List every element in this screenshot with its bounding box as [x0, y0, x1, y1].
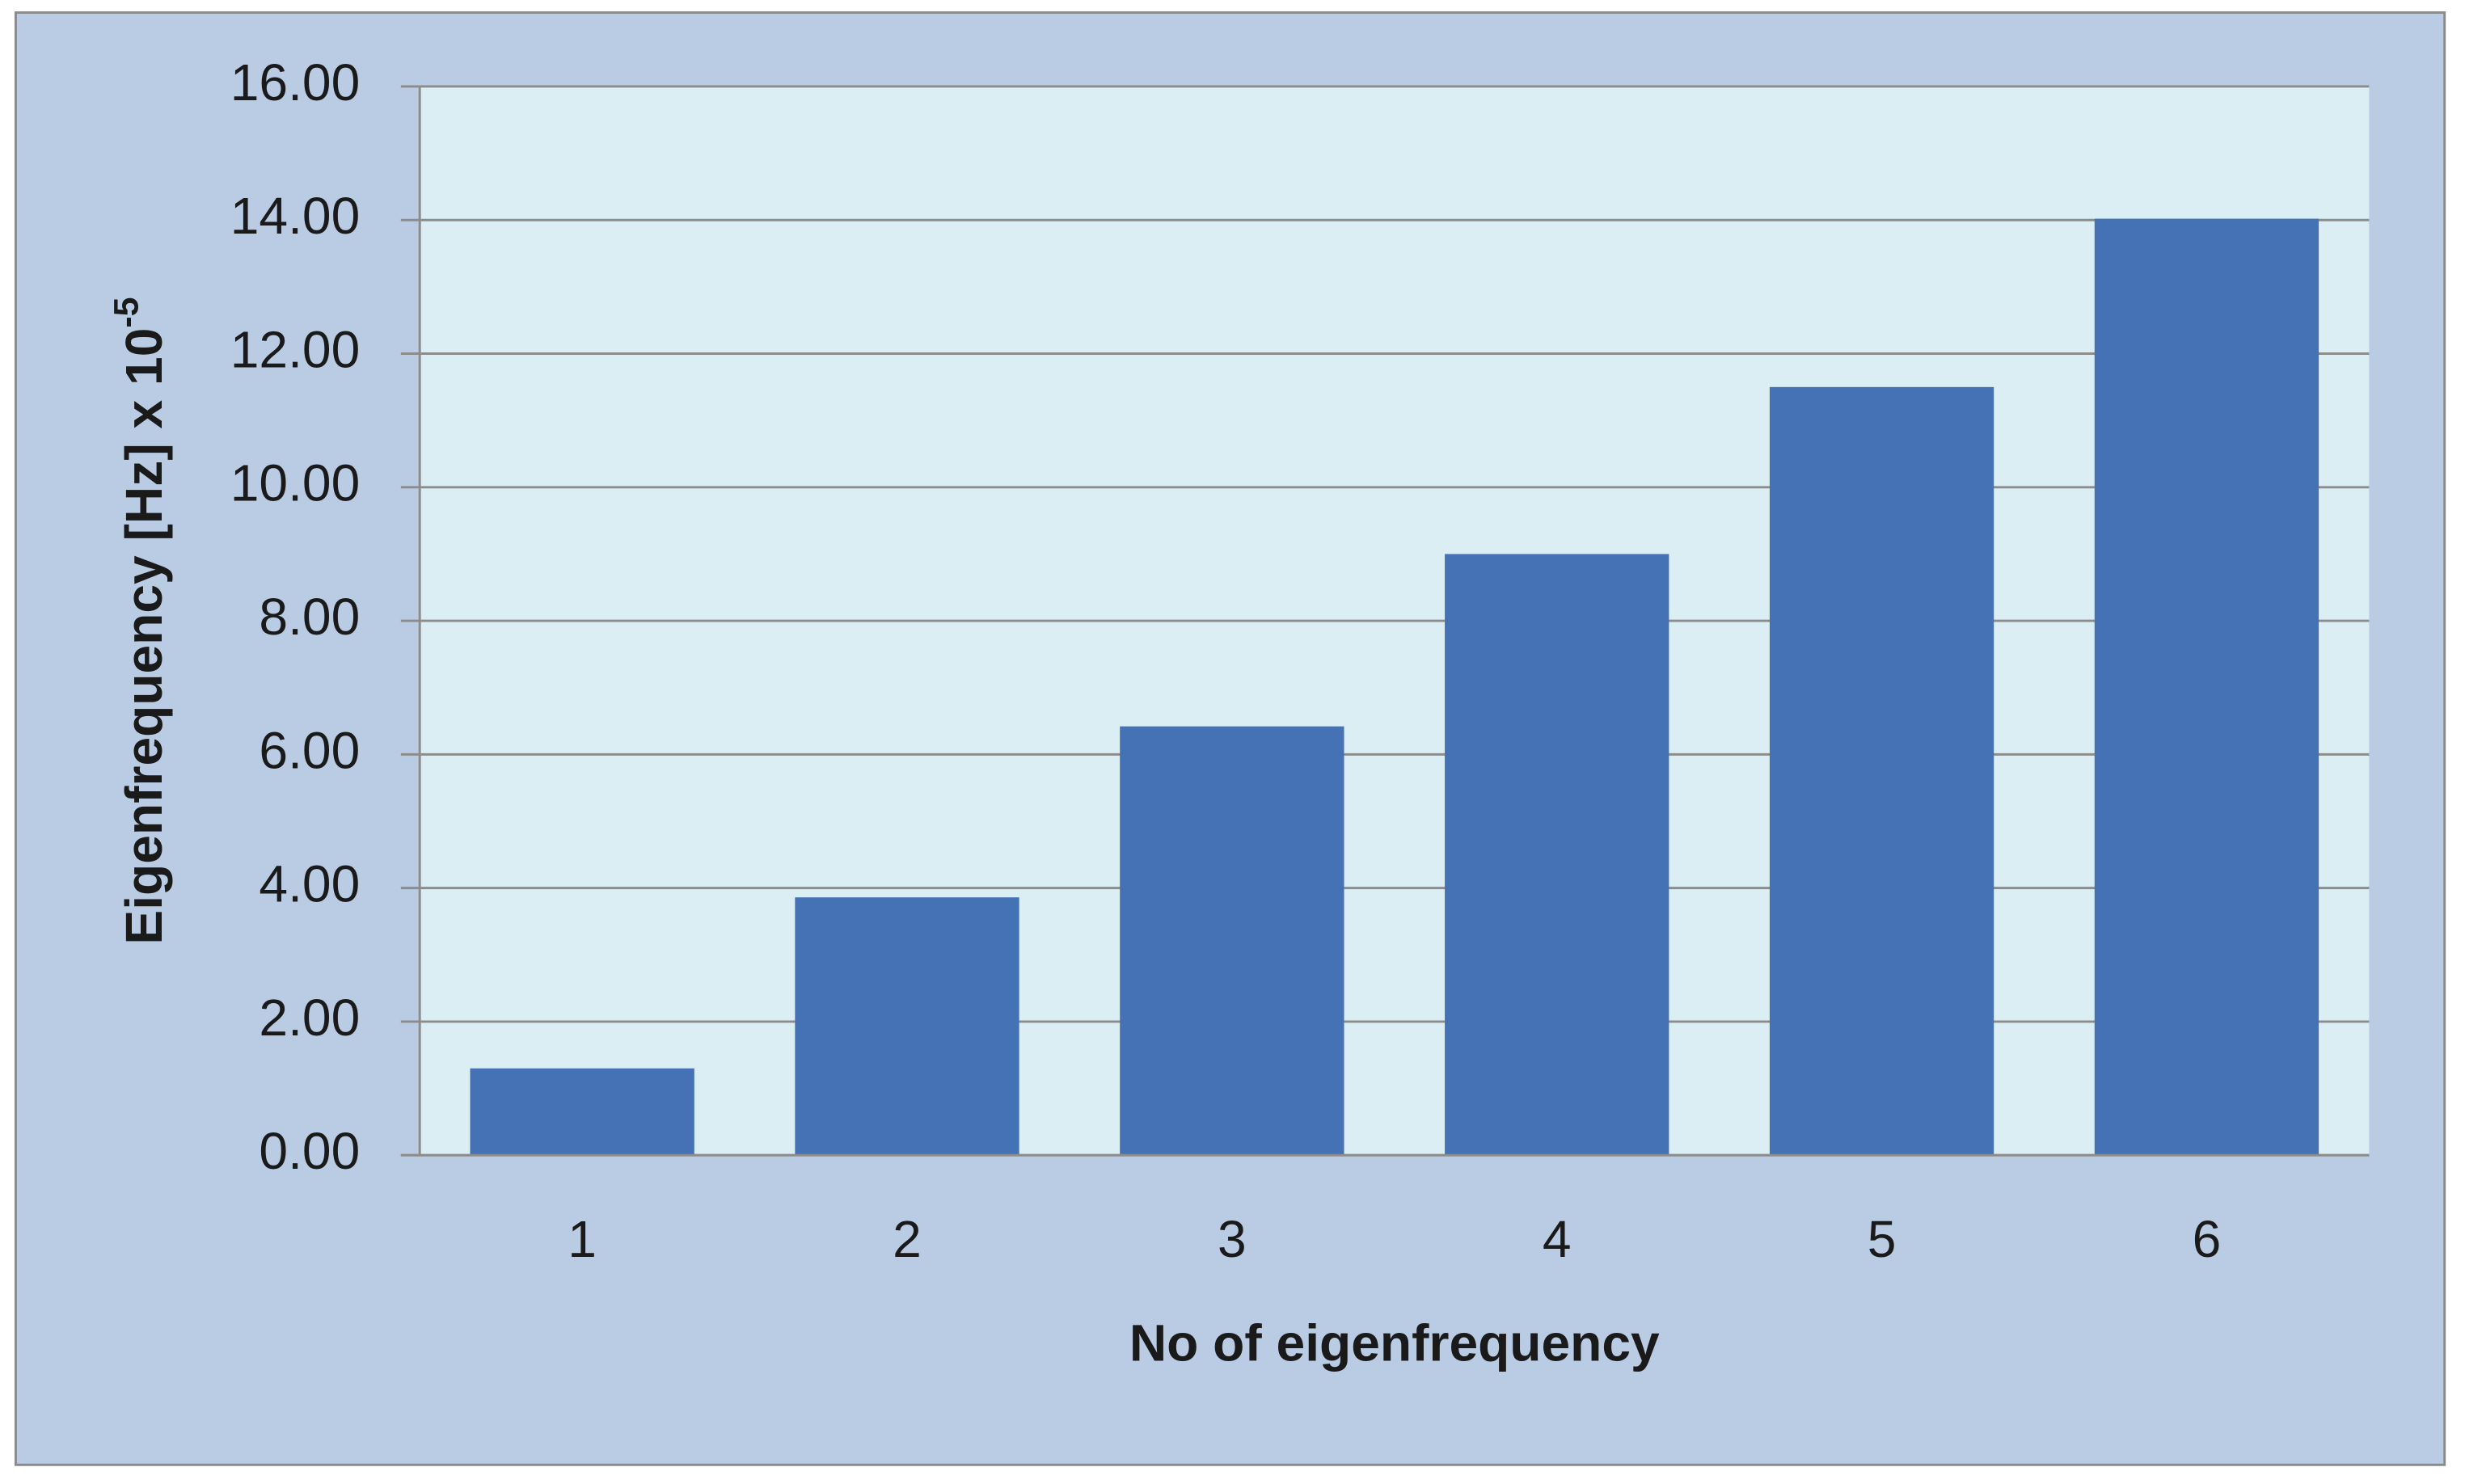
bar: [2094, 218, 2319, 1156]
y-axis-title-exponent: -5: [108, 297, 146, 328]
y-tick-label: 6.00: [259, 721, 360, 779]
x-tick-label: 3: [1218, 1210, 1247, 1268]
bar: [1769, 386, 1994, 1156]
x-tick-label: 4: [1543, 1210, 1572, 1268]
y-tick-label: 10.00: [230, 454, 361, 512]
y-axis-title: Eigenfrequency [Hz] x 10-5: [108, 297, 173, 945]
x-axis-title: No of eigenfrequency: [1129, 1313, 1660, 1372]
bar: [470, 1068, 694, 1156]
y-axis-title-text: Eigenfrequency [Hz] x 10: [115, 328, 173, 945]
y-tick-label: 0.00: [259, 1122, 360, 1180]
bar: [1445, 554, 1669, 1156]
y-tick-label: 16.00: [230, 53, 361, 112]
y-tick-label: 2.00: [259, 989, 360, 1047]
x-tick-label: 1: [568, 1210, 597, 1268]
y-tick-label: 14.00: [230, 187, 361, 245]
bar: [795, 897, 1019, 1156]
x-tick-label: 2: [893, 1210, 922, 1268]
x-tick-label: 5: [1868, 1210, 1897, 1268]
y-tick-label: 4.00: [259, 855, 360, 913]
y-tick-label: 8.00: [259, 588, 360, 646]
y-tick-label: 12.00: [230, 320, 361, 378]
bar: [1120, 726, 1344, 1156]
x-tick-label: 6: [2193, 1210, 2222, 1268]
